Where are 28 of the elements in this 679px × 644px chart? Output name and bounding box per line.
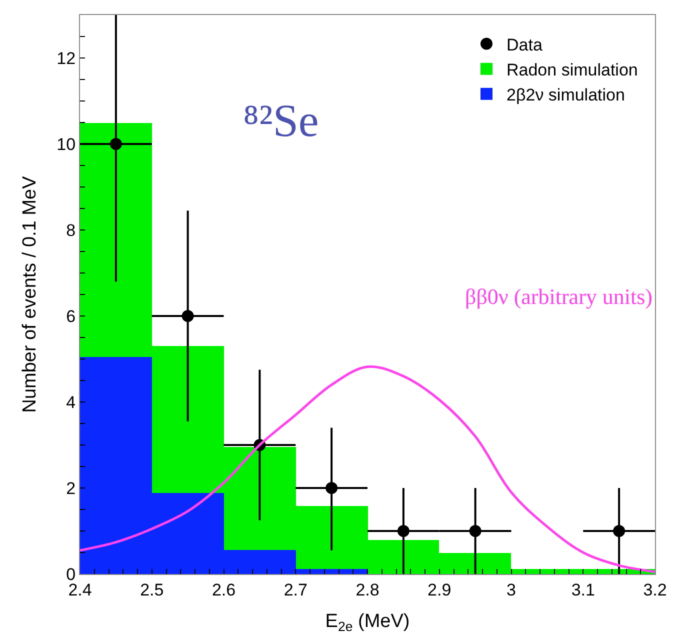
x-tick-label: 2.7 (284, 580, 308, 600)
y-tick-label: 2 (66, 478, 76, 498)
annotation: ⁸²Se (243, 95, 319, 146)
y-tick-label: 8 (66, 220, 76, 240)
x-tick-label: 3.2 (643, 580, 667, 600)
point (613, 525, 626, 537)
text: ββ0ν (arbitrary units) (465, 284, 653, 309)
point (182, 310, 194, 322)
point (469, 525, 482, 537)
x-tick-label: 2.6 (212, 580, 236, 600)
x-tick-label: 2.5 (140, 580, 164, 600)
x-tick-label: 2.8 (356, 580, 380, 600)
line-series (80, 365, 655, 574)
legend-label: Radon simulation (506, 60, 638, 80)
y-tick-label: 6 (66, 306, 76, 326)
y-axis-title: Number of events / 0.1 MeV (20, 176, 41, 413)
x-tick-label: 2.9 (428, 580, 452, 600)
x-tick-label: 3 (506, 580, 516, 600)
point (397, 525, 410, 537)
y-tick-label: 4 (66, 392, 76, 412)
point (110, 138, 122, 150)
y-tick-label: 12 (56, 48, 76, 68)
y-tick-label: 10 (56, 134, 76, 154)
x-tick-label: 3.1 (571, 580, 595, 600)
legend-label: 2β2ν simulation (506, 86, 625, 105)
x-axis-title: E$_{2e}$ (MeV) (325, 611, 410, 634)
legend-label: Data (506, 35, 543, 54)
point (326, 482, 338, 494)
